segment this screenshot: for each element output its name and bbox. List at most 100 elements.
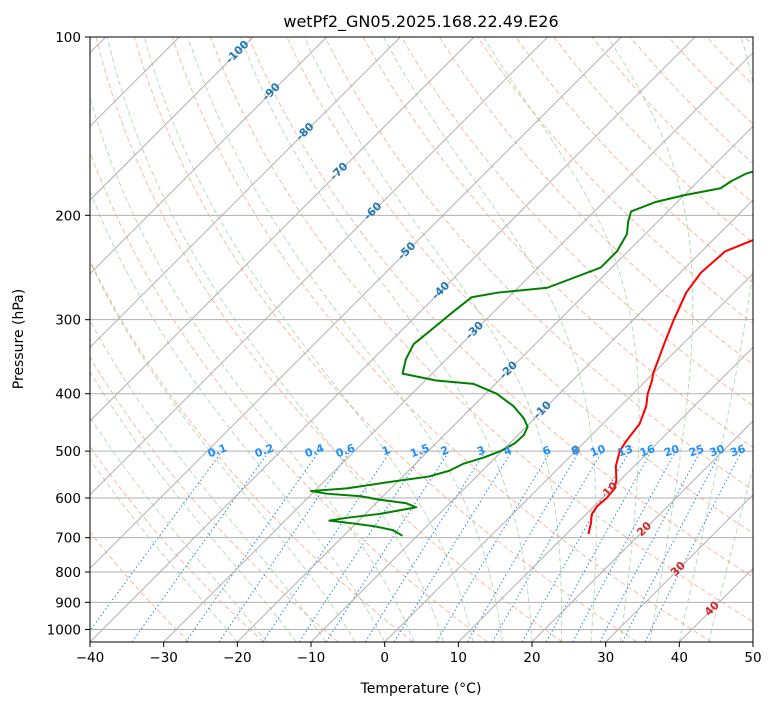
mixing-ratio-line	[298, 450, 425, 642]
dry-adiabats	[90, 37, 753, 642]
isotherm	[310, 199, 753, 642]
y-tick-label: 100	[55, 30, 81, 46]
isotherm	[384, 272, 753, 642]
isotherm	[90, 37, 401, 349]
chart-title: wetPf2_GN05.2025.168.22.49.E26	[283, 12, 558, 32]
dry-adiabat	[90, 150, 488, 642]
x-tick-label: −40	[76, 650, 105, 666]
dry-adiabat	[171, 37, 712, 642]
mixing-ratio-label: 1	[380, 443, 392, 458]
dry-adiabat	[515, 37, 753, 284]
y-tick-label: 700	[55, 531, 81, 547]
x-tick-label: 0	[380, 650, 389, 666]
x-tick-label: 10	[450, 650, 467, 666]
moist-adiabats	[90, 37, 753, 642]
dewpoint-profile	[309, 170, 753, 537]
mixing-ratio-lines	[90, 450, 743, 642]
mixing-ratio-labels: 0.1 0.2 0.4 0.6 1 1.5 2 3 4 6 8 10 13 16 20 25 30 36	[206, 441, 748, 460]
isobars	[90, 37, 753, 630]
mixing-ratio-line	[572, 450, 677, 642]
isotherm	[457, 346, 753, 642]
plot-frame	[89, 36, 754, 643]
mixing-ratio-label: 0.4	[303, 441, 326, 460]
mixing-ratio-label: 36	[728, 442, 747, 460]
y-tick-label: 600	[55, 491, 81, 507]
moist-adiabat	[678, 37, 753, 642]
moist-adiabat	[143, 37, 474, 642]
dry-adiabat	[400, 37, 753, 407]
mixing-ratio-line	[131, 450, 270, 642]
isotherm	[90, 37, 622, 570]
x-tick-label: −20	[223, 650, 252, 666]
dry-adiabat	[95, 37, 563, 642]
moist-adiabat	[482, 37, 640, 642]
dry-adiabat	[90, 445, 264, 642]
isotherm	[90, 37, 328, 275]
mixing-ratio-line	[393, 450, 513, 642]
mixing-ratio-label: 6	[541, 443, 553, 458]
x-tick-label: 20	[523, 650, 540, 666]
moist-adiabat	[90, 319, 327, 642]
sounding-series	[309, 170, 753, 537]
moist-adiabat	[90, 260, 356, 642]
x-axis-ticks: −40 −30 −20 −10 0 10 20 30 40 50	[76, 642, 762, 666]
isotherms	[90, 37, 753, 642]
plot-area	[90, 37, 753, 642]
isotherm	[531, 420, 753, 642]
y-tick-label: 500	[55, 444, 81, 460]
dry-adiabat	[210, 37, 753, 623]
mixing-ratio-label: 0.2	[253, 441, 276, 460]
y-tick-label: 200	[55, 208, 81, 224]
mixing-ratio-label: 25	[687, 442, 706, 459]
moist-adiabat	[90, 458, 238, 642]
isotherm	[236, 125, 753, 642]
mixing-ratio-line	[262, 450, 392, 642]
isotherm	[90, 37, 475, 422]
x-tick-label: 30	[597, 650, 614, 666]
moist-adiabat	[106, 37, 445, 642]
mixing-ratio-line	[644, 450, 743, 642]
y-axis-label: Pressure (hPa)	[11, 289, 27, 389]
y-tick-label: 800	[55, 565, 81, 581]
moist-adiabat	[303, 37, 563, 642]
isotherm	[90, 37, 696, 642]
mixing-ratio-label: 1.5	[408, 441, 431, 460]
y-tick-label: 900	[55, 595, 81, 611]
mixing-ratio-line	[325, 450, 450, 642]
x-axis-label: Temperature (°C)	[360, 681, 482, 697]
moist-adiabat	[90, 189, 386, 642]
y-axis-ticks: 100 200 300 400 500 600 700 800 900 1000	[47, 30, 90, 638]
y-tick-label: 1000	[47, 622, 81, 638]
y-tick-label: 400	[55, 387, 81, 403]
moist-adiabat	[708, 466, 753, 642]
mixing-ratio-line	[218, 450, 351, 642]
x-tick-label: −30	[149, 650, 178, 666]
isotherm	[90, 37, 549, 496]
mixing-ratio-label: 8	[569, 443, 581, 458]
mixing-ratio-label: 0.1	[206, 441, 229, 460]
dry-adiabat	[324, 37, 753, 491]
isotherm	[163, 51, 753, 642]
dry-adiabat	[439, 37, 753, 366]
isotherm	[752, 641, 753, 642]
mixing-ratio-label: 4	[502, 443, 514, 458]
x-tick-label: −10	[297, 650, 326, 666]
mixing-ratio-label: 16	[638, 442, 657, 460]
x-tick-label: 50	[744, 650, 761, 666]
moist-adiabat	[90, 416, 268, 642]
dry-adiabat	[133, 37, 638, 642]
dry-adiabat	[90, 531, 190, 642]
mixing-ratio-label: 10	[588, 442, 607, 460]
mixing-ratio-label: 30	[708, 442, 727, 460]
mixing-ratio-label: 2	[439, 443, 451, 458]
mixing-ratio-line	[545, 450, 653, 642]
dry-adiabat	[90, 356, 339, 642]
moist-adiabat	[383, 37, 597, 642]
mixing-ratio-label: 20	[662, 442, 681, 460]
isotherm	[90, 37, 254, 201]
mixing-ratio-label: 0.6	[334, 441, 357, 460]
mixing-ratio-label: 3	[475, 443, 487, 458]
moist-adiabat	[187, 37, 504, 642]
temperature-profile	[587, 239, 753, 535]
